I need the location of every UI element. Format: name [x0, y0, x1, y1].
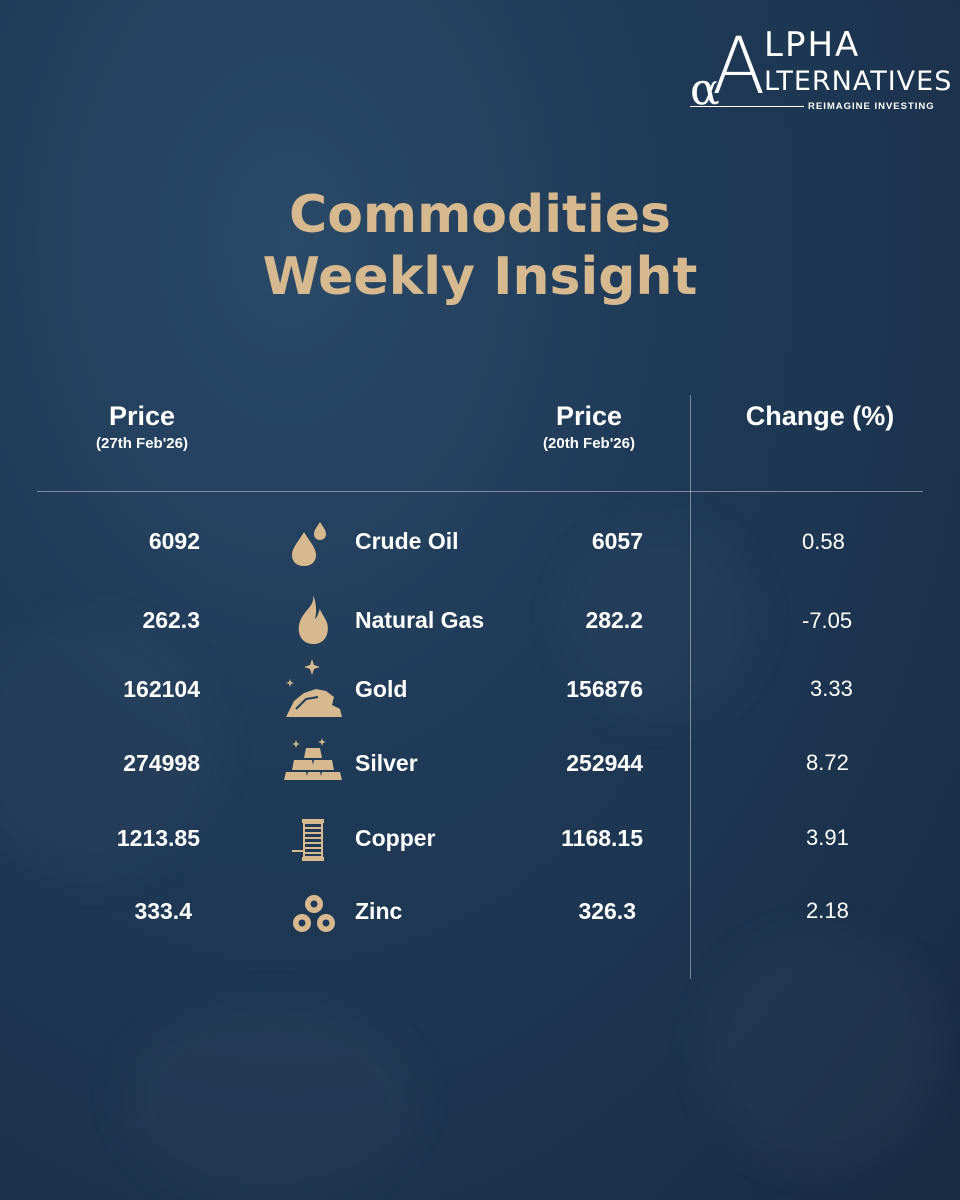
commodity-name: Copper	[355, 825, 436, 851]
header-previous-price-label: Price	[555, 401, 623, 431]
commodity-name: Crude Oil	[355, 528, 459, 554]
header-change-label: Change (%)	[745, 401, 895, 431]
table-row: 333.4 Zinc 326.3 2.18	[0, 895, 960, 958]
header-change: Change (%)	[730, 400, 910, 432]
previous-price: 326.3	[578, 898, 636, 924]
logo-rule	[690, 106, 804, 107]
header-previous-price: Price (20th Feb'26)	[519, 400, 659, 454]
table-row: 262.3 Natural Gas 282.2 -7.05	[0, 595, 960, 663]
page-title: Commodities Weekly Insight	[0, 184, 960, 308]
silver-bars-icon	[282, 736, 342, 788]
title-line-2: Weekly Insight	[262, 247, 698, 307]
logo-line-2: LTERNATIVES	[764, 66, 953, 97]
copper-coil-icon	[290, 817, 350, 869]
logo-alpha-symbol: α	[690, 64, 720, 115]
table-row: 274998 Silver 252944 8.72	[0, 738, 960, 810]
previous-price: 156876	[566, 676, 643, 702]
header-current-date: (27th Feb'26)	[96, 435, 188, 452]
change-percent: 8.72	[806, 750, 849, 775]
commodity-name: Silver	[355, 750, 418, 776]
current-price: 262.3	[142, 607, 200, 633]
background-blur	[560, 520, 760, 720]
previous-price: 1168.15	[561, 825, 643, 851]
current-price: 274998	[123, 750, 200, 776]
change-percent: 3.91	[806, 825, 849, 850]
title-line-1: Commodities	[289, 185, 671, 245]
previous-price: 282.2	[585, 607, 643, 633]
current-price: 333.4	[134, 898, 192, 924]
background-blur	[0, 620, 220, 880]
table-row: 1213.85 Copper 1168.15 3.91	[0, 819, 960, 885]
commodity-name: Gold	[355, 676, 408, 702]
current-price: 1213.85	[116, 825, 200, 851]
logo-tagline: REIMAGINE INVESTING	[808, 101, 935, 112]
column-divider	[690, 395, 691, 979]
current-price: 162104	[123, 676, 200, 702]
commodity-name: Zinc	[355, 898, 403, 924]
previous-price: 252944	[566, 750, 643, 776]
gold-nugget-icon	[282, 657, 342, 717]
zinc-rings-icon	[290, 890, 350, 942]
change-percent: 0.58	[802, 529, 845, 554]
flame-icon	[282, 589, 342, 645]
change-percent: 2.18	[806, 898, 849, 923]
change-percent: 3.33	[810, 676, 853, 701]
header-current-price-label: Price	[108, 401, 176, 431]
logo-letter-a: A	[712, 22, 766, 112]
brand-logo: α A LPHA LTERNATIVES REIMAGINE INVESTING	[690, 22, 951, 116]
header-current-price: Price (27th Feb'26)	[72, 400, 212, 454]
background-blur	[700, 930, 940, 1170]
current-price: 6092	[148, 528, 200, 554]
logo-line-1: LPHA	[764, 25, 861, 65]
previous-price: 6057	[591, 528, 643, 554]
header-previous-date: (20th Feb'26)	[543, 435, 635, 452]
background-blur	[120, 1000, 420, 1200]
change-percent: -7.05	[802, 608, 853, 633]
table-row: 6092 Crude Oil 6057 0.58	[0, 522, 960, 584]
oil-drops-icon	[282, 518, 342, 570]
table-row: 162104 Gold 156876 3.33	[0, 659, 960, 735]
commodity-name: Natural Gas	[355, 607, 485, 633]
header-divider	[37, 491, 923, 492]
